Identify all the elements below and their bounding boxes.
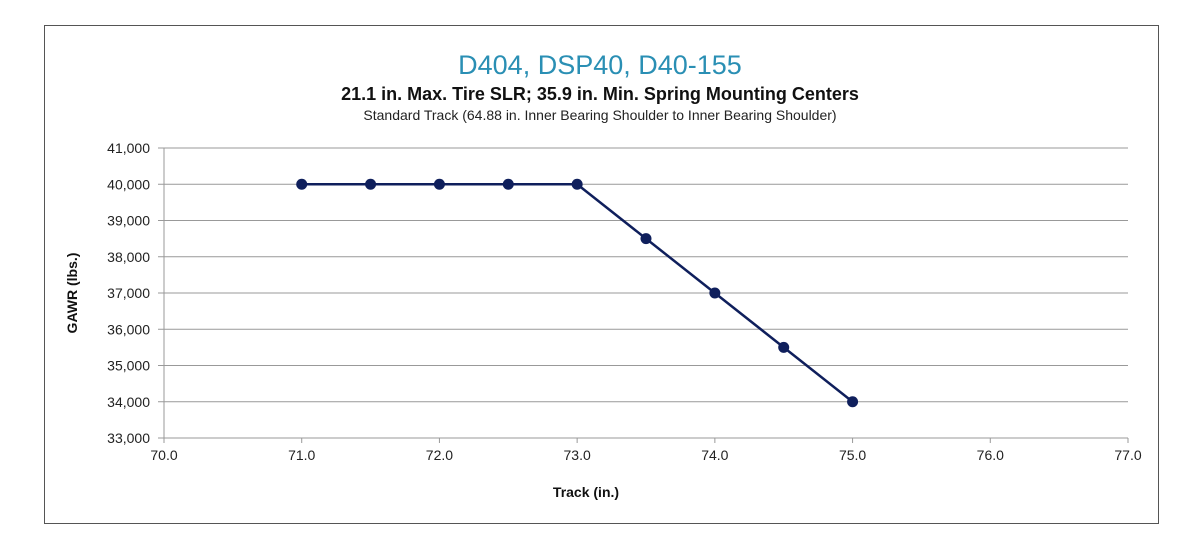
data-point [571, 178, 583, 190]
y-tick-label: 40,000 [107, 176, 150, 192]
x-tick-label: 72.0 [426, 447, 453, 463]
data-point [778, 341, 790, 353]
data-point [296, 178, 308, 190]
x-tick-label: 71.0 [288, 447, 315, 463]
y-tick-label: 36,000 [107, 321, 150, 337]
x-tick-label: 76.0 [977, 447, 1004, 463]
x-axis-label: Track (in.) [553, 484, 619, 500]
data-point [847, 396, 859, 408]
x-tick-label: 74.0 [701, 447, 728, 463]
y-tick-label: 35,000 [107, 358, 150, 374]
data-point [433, 178, 445, 190]
data-point [502, 178, 514, 190]
x-tick-label: 73.0 [564, 447, 591, 463]
y-tick-label: 41,000 [107, 140, 150, 156]
data-point [640, 233, 652, 245]
data-point [365, 178, 377, 190]
x-tick-label: 77.0 [1114, 447, 1141, 463]
chart-subtitle-2: Standard Track (64.88 in. Inner Bearing … [363, 107, 837, 123]
y-tick-label: 33,000 [107, 430, 150, 446]
chart-subtitle: 21.1 in. Max. Tire SLR; 35.9 in. Min. Sp… [341, 84, 859, 104]
chart-title: D404, DSP40, D40-155 [458, 50, 742, 80]
chart-frame [44, 25, 1159, 524]
y-tick-label: 38,000 [107, 249, 150, 265]
y-tick-label: 34,000 [107, 394, 150, 410]
y-tick-label: 37,000 [107, 285, 150, 301]
x-tick-label: 70.0 [150, 447, 177, 463]
data-point [709, 287, 721, 299]
y-axis-label: GAWR (lbs.) [64, 253, 80, 334]
x-tick-label: 75.0 [839, 447, 866, 463]
y-tick-label: 39,000 [107, 213, 150, 229]
